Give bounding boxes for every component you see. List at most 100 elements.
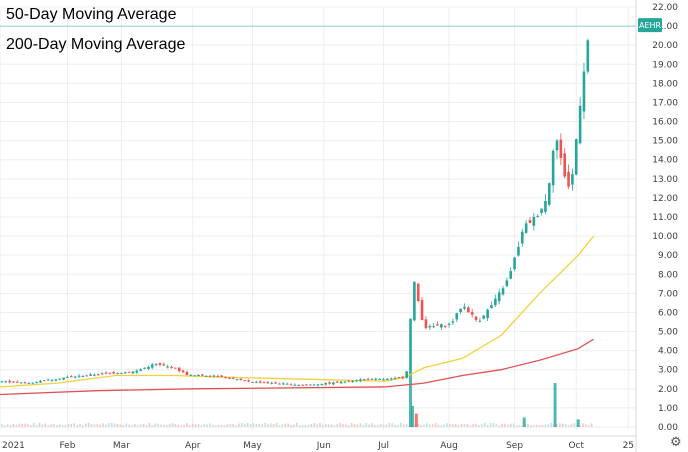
candle-body xyxy=(532,216,536,226)
candle-body xyxy=(517,246,520,256)
volume-bar xyxy=(157,423,159,427)
candle-body xyxy=(16,381,19,383)
volume-bar xyxy=(466,424,469,427)
volume-bar xyxy=(148,422,151,427)
candle-body xyxy=(555,140,559,151)
volume-bar xyxy=(281,424,284,427)
volume-bar xyxy=(319,422,321,427)
volume-bar xyxy=(472,424,474,427)
volume-bar xyxy=(559,423,561,427)
volume-bar xyxy=(9,425,12,427)
volume-bar xyxy=(385,424,388,427)
volume-bar xyxy=(110,422,113,427)
volume-bar xyxy=(261,424,263,427)
ma200-line xyxy=(0,338,594,396)
candle-body xyxy=(8,380,11,383)
y-tick-label: 9.00 xyxy=(658,251,678,261)
candle-body xyxy=(96,374,100,376)
candle-body xyxy=(520,231,524,244)
candle-body xyxy=(335,381,339,383)
candle-body xyxy=(174,367,177,369)
volume-bar xyxy=(567,425,570,427)
volume-bar xyxy=(426,423,428,427)
volume-bar xyxy=(550,422,552,427)
volume-bar xyxy=(30,424,32,427)
volume-bar xyxy=(27,423,29,427)
candle-body xyxy=(85,375,89,377)
volume-bar xyxy=(307,424,310,427)
candle-body xyxy=(50,379,54,381)
gear-icon[interactable]: ⚙ xyxy=(670,435,682,450)
candle-body xyxy=(23,382,27,384)
volume-bar xyxy=(287,423,289,427)
volume-bar xyxy=(449,423,451,427)
volume-bar xyxy=(122,424,125,427)
volume-bar xyxy=(206,424,208,427)
candle-body xyxy=(116,373,119,375)
volume-bar xyxy=(492,423,495,427)
candle-body xyxy=(405,371,408,378)
volume-bar xyxy=(238,423,240,427)
volume-bar xyxy=(21,424,23,427)
volume-bar xyxy=(197,424,200,427)
y-tick-label: 1.00 xyxy=(658,404,678,414)
candle-body xyxy=(235,379,239,381)
y-tick-label: 22.00 xyxy=(652,3,678,13)
volume-spike xyxy=(576,419,580,427)
volume-bar xyxy=(498,425,500,427)
candle-body xyxy=(104,372,108,374)
volume-bar xyxy=(475,423,477,427)
volume-bar xyxy=(154,423,156,427)
candle-body xyxy=(478,320,482,322)
y-tick-label: 7.00 xyxy=(658,289,678,299)
volume-bar xyxy=(165,425,168,427)
volume-bar xyxy=(194,424,197,427)
volume-bar xyxy=(102,423,104,427)
volume-bar xyxy=(93,424,96,427)
volume-bar xyxy=(232,423,234,427)
volume-bar xyxy=(186,423,188,427)
volume-bar xyxy=(310,423,313,427)
candle-body xyxy=(301,384,304,386)
x-tick-label: 2021 xyxy=(2,441,25,451)
volume-bar xyxy=(382,424,385,427)
volume-bar xyxy=(330,424,333,427)
volume-bar xyxy=(457,424,460,427)
volume-bar xyxy=(64,424,67,427)
volume-bar xyxy=(333,425,336,427)
volume-bar xyxy=(489,423,492,427)
candle-body xyxy=(73,376,77,378)
candle-body xyxy=(320,384,324,386)
volume-bar xyxy=(73,423,75,427)
volume-bar xyxy=(336,424,339,427)
volume-bar xyxy=(481,424,483,427)
volume-bar xyxy=(561,423,564,427)
volume-bar xyxy=(223,425,226,427)
candle-body xyxy=(505,280,509,287)
volume-bar xyxy=(290,424,292,427)
volume-bar xyxy=(200,425,203,427)
candle-body xyxy=(509,271,513,279)
candle-body xyxy=(120,372,123,374)
candle-body xyxy=(366,378,370,380)
y-tick-label: 14.00 xyxy=(652,156,678,166)
y-tick-label: 20.00 xyxy=(652,41,678,51)
volume-bar xyxy=(379,423,382,427)
y-tick-label: 11.00 xyxy=(652,213,678,223)
volume-bar xyxy=(191,423,194,427)
volume-bar xyxy=(90,424,93,427)
volume-bar xyxy=(431,424,434,427)
candle-body xyxy=(386,378,389,381)
volume-bar xyxy=(183,424,185,427)
volume-bar xyxy=(212,424,214,427)
candle-body xyxy=(497,292,501,302)
volume-bar xyxy=(544,424,547,427)
candle-body xyxy=(166,366,169,368)
volume-bar xyxy=(509,423,512,427)
candle-body xyxy=(158,363,162,365)
volume-bar xyxy=(469,425,472,427)
candle-body xyxy=(586,40,590,72)
candle-body xyxy=(378,378,381,380)
volume-bar xyxy=(582,423,584,427)
